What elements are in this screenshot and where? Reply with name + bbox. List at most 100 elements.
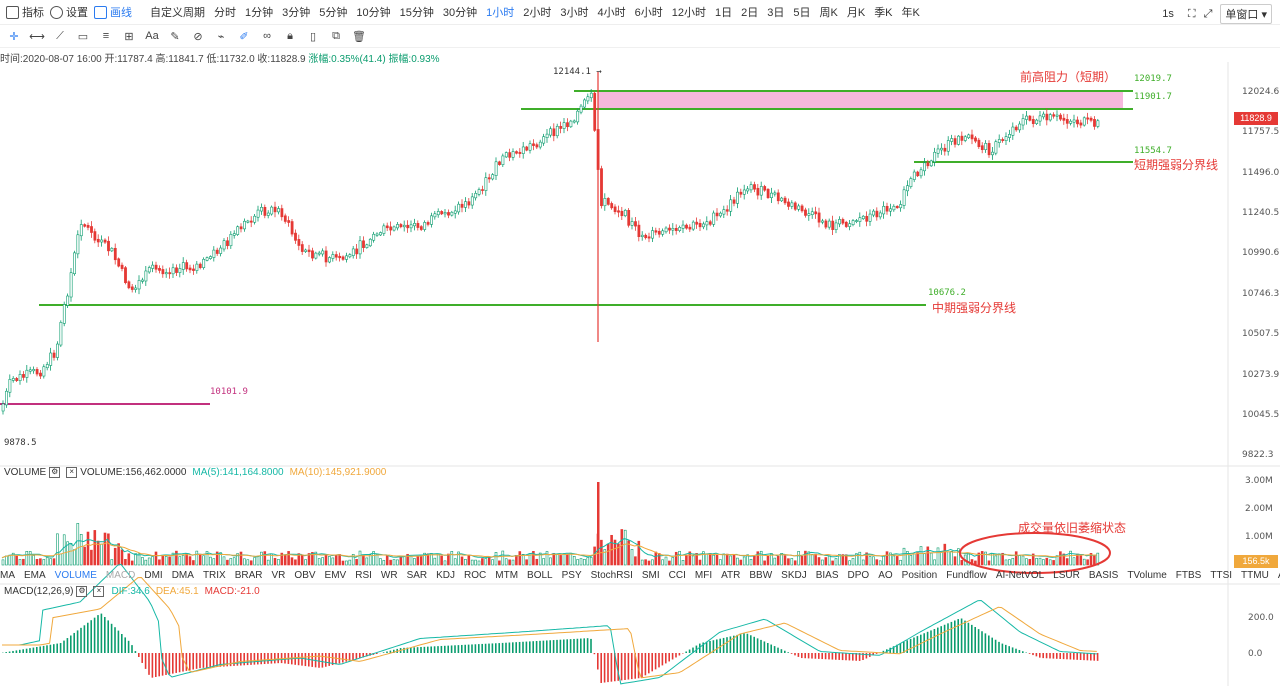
ruler-icon[interactable]: ⌁ (217, 30, 225, 43)
macd-bar (947, 623, 949, 653)
clone-icon[interactable]: ⧉ (332, 29, 340, 42)
indicator-tab-9[interactable]: OBV (294, 570, 316, 581)
hide-icon[interactable]: ▯ (309, 30, 317, 43)
volume-bar (154, 551, 158, 566)
custom-period-button[interactable]: 自定义周期 (150, 7, 205, 19)
candle-body (83, 224, 87, 227)
period-4[interactable]: 10分钟 (356, 7, 391, 19)
period-12[interactable]: 12小时 (671, 7, 706, 19)
period-2[interactable]: 3分钟 (282, 7, 311, 19)
lock-icon[interactable]: 🔒︎ (287, 29, 293, 42)
indicator-tab-36[interactable]: TTSI (1210, 570, 1233, 581)
indicator-tab-32[interactable]: LSUR (1053, 570, 1080, 581)
indicator-tab-14[interactable]: KDJ (436, 570, 456, 581)
indicator-tab-5[interactable]: DMA (171, 570, 194, 581)
volume-bar (773, 557, 777, 566)
indicator-tab-6[interactable]: TRIX (202, 570, 226, 581)
indicator-tab-0[interactable]: MA (0, 570, 15, 581)
volume-bar (113, 547, 117, 566)
rectangle-icon[interactable]: ▭ (77, 30, 89, 43)
period-9[interactable]: 3小时 (560, 7, 589, 19)
indicator-tab-25[interactable]: SKDJ (781, 570, 807, 581)
period-7[interactable]: 1小时 (486, 7, 515, 19)
indicator-tab-28[interactable]: AO (878, 570, 893, 581)
indicator-tab-17[interactable]: BOLL (527, 570, 553, 581)
period-10[interactable]: 4小时 (597, 7, 626, 19)
indicator-tab-16[interactable]: MTM (495, 570, 519, 581)
indicator-tab-23[interactable]: ATR (721, 570, 741, 581)
horizontal-line-icon[interactable]: ⟷ (29, 30, 45, 43)
resistance-zone[interactable] (598, 91, 1123, 109)
fullscreen-icon[interactable]: ⛶ (1187, 7, 1196, 20)
indicator-tab-35[interactable]: FTBS (1175, 570, 1202, 581)
volume-bar (688, 551, 692, 566)
period-17[interactable]: 周K (819, 7, 838, 19)
candle-body (855, 220, 858, 222)
indicator-tab-30[interactable]: Fundflow (946, 570, 987, 581)
indicator-tab-11[interactable]: RSI (355, 570, 372, 581)
period-14[interactable]: 2日 (741, 7, 759, 19)
period-19[interactable]: 季K (874, 7, 893, 19)
settings-button[interactable]: 设置 (50, 4, 88, 20)
period-13[interactable]: 1日 (715, 7, 733, 19)
period-6[interactable]: 30分钟 (442, 7, 478, 19)
period-18[interactable]: 月K (846, 7, 866, 19)
indicator-tab-3[interactable]: MACD (105, 570, 136, 581)
indicator-tab-13[interactable]: SAR (406, 570, 428, 581)
macd-bar (274, 653, 276, 664)
indicator-tab-10[interactable]: EMV (324, 570, 347, 581)
expand-icon[interactable]: ⤢ (1203, 7, 1213, 20)
indicator-tab-29[interactable]: Position (901, 570, 938, 581)
close-icon[interactable]: × (93, 586, 105, 597)
crosshair-icon[interactable]: ✛ (9, 30, 19, 43)
indicator-tab-31[interactable]: AI-NetVOL (995, 570, 1045, 581)
period-16[interactable]: 5日 (793, 7, 811, 19)
draw-button[interactable]: 画线 (94, 4, 132, 20)
settings-icon[interactable]: ⚙ (49, 467, 61, 478)
period-8[interactable]: 2小时 (523, 7, 552, 19)
parallel-lines-icon[interactable]: ≡ (102, 30, 110, 42)
brush-icon[interactable]: ⊘ (193, 30, 203, 43)
pattern-icon[interactable]: ✎ (170, 30, 180, 43)
indicator-tab-4[interactable]: DMI (144, 570, 163, 581)
indicator-button[interactable]: 指标 (6, 4, 44, 20)
indicator-tab-26[interactable]: BIAS (815, 570, 839, 581)
settings-icon[interactable]: ⚙ (76, 586, 88, 597)
period-11[interactable]: 6小时 (634, 7, 663, 19)
indicator-tab-34[interactable]: TVolume (1127, 570, 1167, 581)
indicator-tab-15[interactable]: ROC (464, 570, 487, 581)
indicator-tab-7[interactable]: BRAR (234, 570, 263, 581)
indicator-tab-22[interactable]: MFI (694, 570, 713, 581)
indicator-tab-1[interactable]: EMA (24, 570, 46, 581)
indicator-tab-2[interactable]: VOLUME (54, 570, 97, 581)
fib-grid-icon[interactable]: ⊞ (124, 30, 134, 43)
macd-bar (253, 653, 256, 665)
window-mode-select[interactable]: 单窗口 ▾ (1220, 4, 1272, 24)
indicator-tab-12[interactable]: WR (380, 570, 398, 581)
indicator-tab-27[interactable]: DPO (847, 570, 870, 581)
close-icon[interactable]: × (66, 467, 78, 478)
indicator-tab-38[interactable]: AI-BSI (1278, 570, 1280, 584)
indicator-tab-8[interactable]: VR (271, 570, 286, 581)
resistance-title: 前高阻力（短期） (1020, 70, 1117, 84)
indicator-tab-18[interactable]: PSY (561, 570, 582, 581)
indicator-tab-21[interactable]: CCI (668, 570, 686, 581)
magnet-icon[interactable]: ✐ (239, 30, 249, 43)
trend-line-icon[interactable]: ⟋ (56, 29, 64, 42)
indicator-tab-33[interactable]: BASIS (1088, 570, 1119, 581)
period-15[interactable]: 3日 (767, 7, 785, 19)
indicator-tab-19[interactable]: StochRSI (590, 570, 633, 581)
text-icon[interactable]: Aa (145, 30, 159, 42)
indicator-tab-20[interactable]: SMI (641, 570, 660, 581)
trash-icon[interactable]: 🗑︎ (352, 30, 366, 43)
period-1[interactable]: 1分钟 (245, 7, 274, 19)
speed-label[interactable]: 1s (1162, 8, 1174, 20)
indicator-tab-37[interactable]: TTMU (1241, 570, 1269, 581)
period-0[interactable]: 分时 (214, 7, 236, 19)
period-5[interactable]: 15分钟 (399, 7, 434, 19)
link-icon[interactable]: ∞ (263, 30, 271, 42)
indicator-tab-24[interactable]: BBW (749, 570, 773, 581)
period-20[interactable]: 年K (901, 7, 920, 19)
period-3[interactable]: 5分钟 (319, 7, 348, 19)
